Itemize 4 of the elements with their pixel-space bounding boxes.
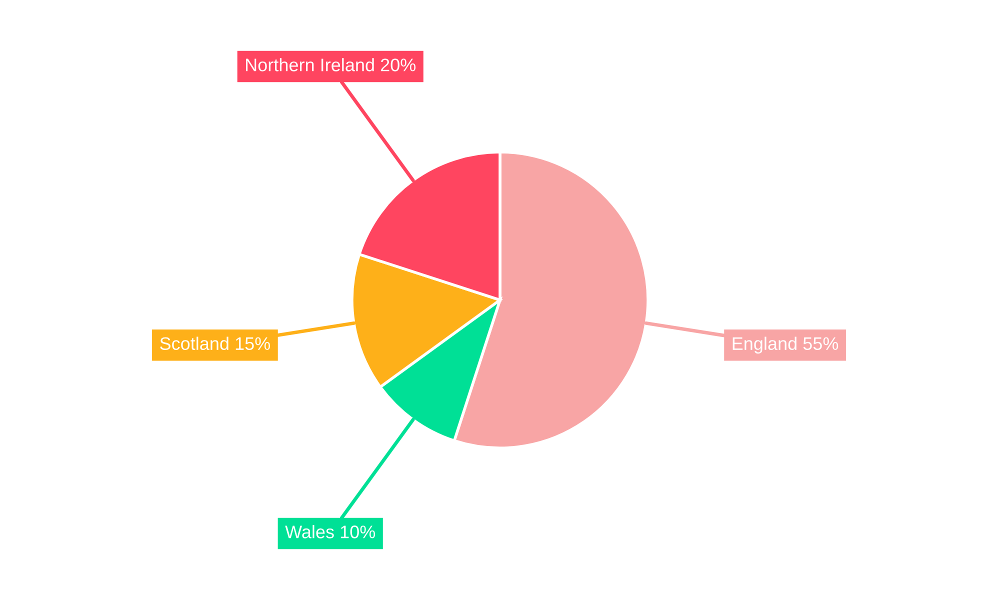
slice-label: Scotland 15% <box>160 336 270 350</box>
slice-label: Northern Ireland 20% <box>246 58 416 72</box>
slice-label: England 55% <box>732 336 838 354</box>
slice-label: Wales 10% <box>285 525 376 538</box>
